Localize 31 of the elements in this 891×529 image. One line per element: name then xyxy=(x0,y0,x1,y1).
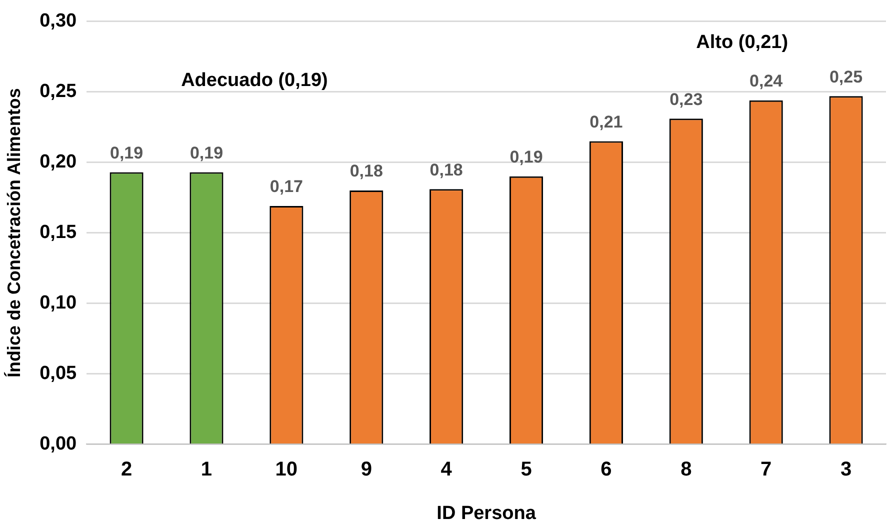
x-tick-label: 8 xyxy=(680,458,692,481)
x-tick-label: 5 xyxy=(520,458,532,481)
x-tick-label: 1 xyxy=(200,458,212,481)
annotation: Alto (0,21) xyxy=(696,32,788,53)
y-tick-label: 0,25 xyxy=(40,81,78,102)
data-label: 0,25 xyxy=(829,67,863,86)
data-label: 0,18 xyxy=(350,162,383,181)
y-tick-label: 0,30 xyxy=(40,10,77,32)
y-tick-label: 0,20 xyxy=(40,152,77,173)
x-tick-label: 4 xyxy=(440,458,453,481)
x-tick-label: 9 xyxy=(360,458,372,481)
data-label: 0,24 xyxy=(750,72,784,91)
data-label: 0,19 xyxy=(110,143,144,162)
annotation: Adecuado (0,19) xyxy=(181,70,328,91)
y-tick-label: 0,10 xyxy=(40,292,77,314)
x-tick-label: 2 xyxy=(120,458,132,481)
x-tick-label: 7 xyxy=(760,458,772,481)
y-tick-label: 0,00 xyxy=(40,433,77,454)
data-label: 0,21 xyxy=(590,112,623,132)
y-axis-title: Índice de Concetración Alimentos xyxy=(4,88,24,378)
x-tick-label: 3 xyxy=(840,458,852,481)
data-label: 0,19 xyxy=(510,148,543,167)
data-label: 0,18 xyxy=(430,160,463,180)
data-label: 0,23 xyxy=(670,90,703,109)
x-axis-title: ID Persona xyxy=(436,502,536,524)
y-tick-label: 0,15 xyxy=(40,222,78,244)
data-label: 0,19 xyxy=(190,143,224,162)
y-tick-label: 0,05 xyxy=(40,362,78,384)
data-label: 0,17 xyxy=(270,177,303,196)
x-tick-label: 6 xyxy=(600,458,612,481)
x-tick-label: 10 xyxy=(275,458,298,481)
